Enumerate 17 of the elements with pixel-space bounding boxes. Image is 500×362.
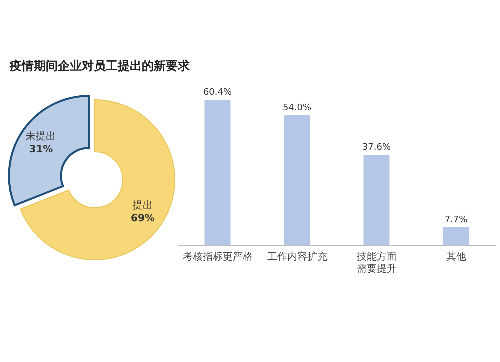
bar bbox=[204, 100, 231, 246]
chart-title: 疫情期间企业对员工提出的新要求 bbox=[9, 59, 191, 73]
x-tick-label: 考核指标更严格 bbox=[182, 251, 253, 263]
x-tick-label: 技能方面需要提升 bbox=[356, 251, 397, 275]
bar bbox=[443, 227, 470, 246]
x-tick-label: 其他 bbox=[446, 251, 466, 263]
slice-label: 未提出 bbox=[26, 130, 56, 142]
data-label: 31% bbox=[29, 144, 54, 156]
data-label: 60.4% bbox=[203, 88, 232, 98]
bar bbox=[364, 155, 390, 246]
slice-label: 提出 bbox=[132, 200, 153, 212]
data-label: 7.7% bbox=[444, 215, 468, 226]
data-label: 54.0% bbox=[282, 103, 312, 114]
data-label: 69% bbox=[131, 214, 155, 225]
bar bbox=[284, 115, 310, 246]
data-label: 37.6% bbox=[362, 143, 392, 154]
x-tick-label: 工作内容扩充 bbox=[267, 251, 328, 263]
